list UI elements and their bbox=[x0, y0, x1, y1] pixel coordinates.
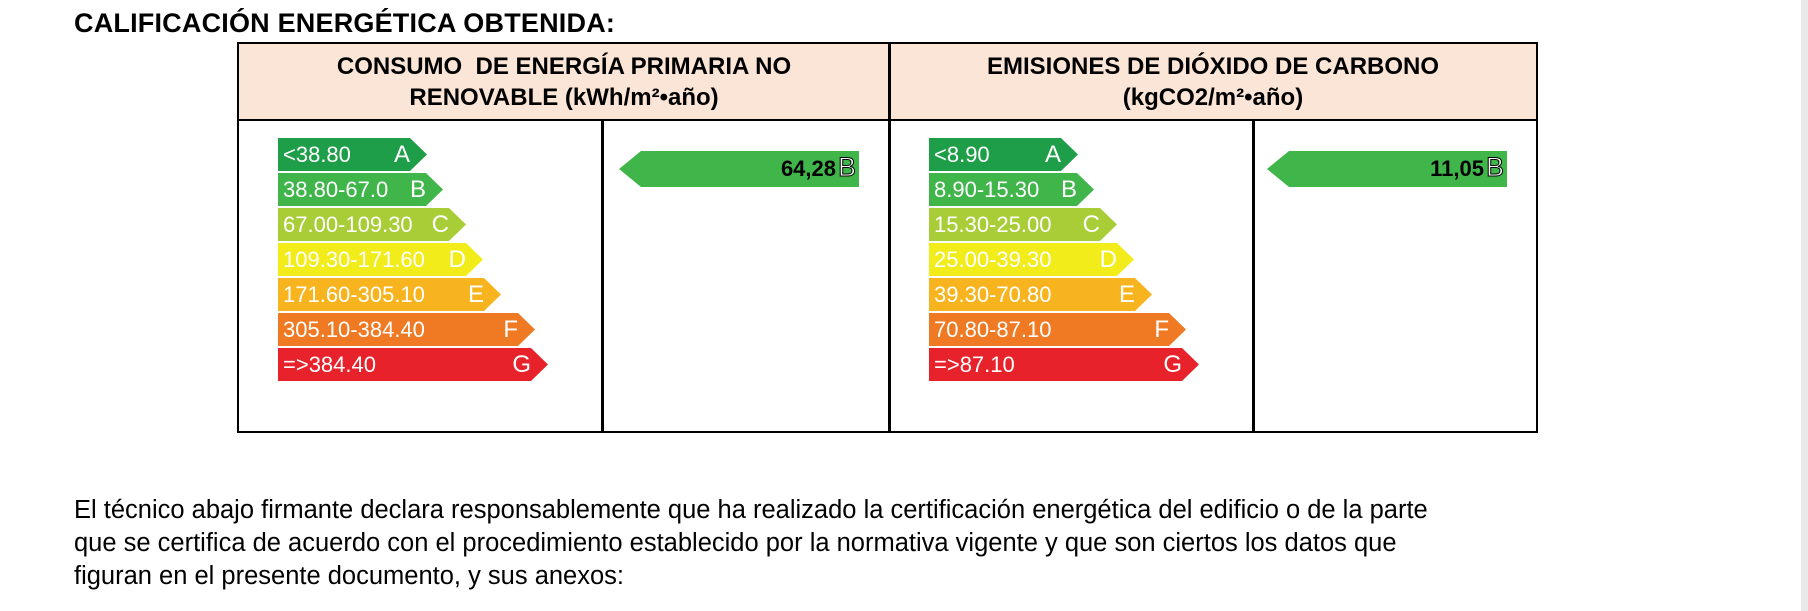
co2-emissions-bar-f: 70.80-87.10 F bbox=[929, 313, 1186, 346]
primary-energy-bar-range: =>384.40 bbox=[283, 352, 376, 377]
primary-energy-header-line1: CONSUMO DE ENERGÍA PRIMARIA NO bbox=[336, 52, 792, 80]
co2-emissions-bar-range: <8.90 bbox=[934, 142, 990, 167]
primary-energy-bar-d: 109.30-171.60 D bbox=[278, 243, 483, 276]
co2-emissions-bar-range: 15.30-25.00 bbox=[934, 212, 1052, 237]
co2-emissions-bar-letter: D bbox=[1099, 246, 1117, 273]
co2-emissions-bar-letter: G bbox=[1163, 351, 1182, 378]
primary-energy-bar-b: 38.80-67.0 B bbox=[278, 173, 443, 206]
co2-emissions-bar-a: <8.90 A bbox=[929, 138, 1078, 171]
vertical-scrollbar[interactable] bbox=[1801, 0, 1808, 611]
co2-emissions-bar-c: 15.30-25.00 C bbox=[929, 208, 1117, 241]
primary-energy-bar-a: <38.80 A bbox=[278, 138, 427, 171]
primary-energy-result-cell: 64,28 B bbox=[604, 121, 888, 431]
co2-emissions-bar-range: 70.80-87.10 bbox=[934, 317, 1052, 342]
co2-emissions-bar-e: 39.30-70.80 E bbox=[929, 278, 1152, 311]
column-divider-co2-scale bbox=[1252, 121, 1255, 431]
primary-energy-header-line2: RENOVABLE (kWh/m²•año) bbox=[409, 83, 719, 111]
primary-energy-result-letter: B bbox=[837, 152, 856, 183]
primary-energy-bar-g: =>384.40 G bbox=[278, 348, 548, 381]
co2-emissions-bar-range: 8.90-15.30 bbox=[934, 177, 1040, 202]
primary-energy-bar-letter: B bbox=[409, 176, 426, 203]
primary-energy-bar-range: 171.60-305.10 bbox=[283, 282, 425, 307]
co2-emissions-header-line1: EMISIONES DE DIÓXIDO DE CARBONO bbox=[986, 52, 1440, 80]
primary-energy-bar-range: 305.10-384.40 bbox=[283, 317, 425, 342]
co2-emissions-result-value: 11,05 bbox=[1430, 156, 1484, 181]
primary-energy-bar-letter: A bbox=[393, 141, 410, 168]
energy-rating-table: CONSUMO DE ENERGÍA PRIMARIA NO RENOVABLE… bbox=[237, 42, 1538, 433]
co2-emissions-result-letter: B bbox=[1485, 152, 1504, 183]
column-divider-middle bbox=[888, 44, 891, 431]
primary-energy-bar-range: 38.80-67.0 bbox=[283, 177, 389, 202]
declaration-line2: que se certifica de acuerdo con el proce… bbox=[74, 529, 1397, 557]
primary-energy-result-value: 64,28 bbox=[780, 156, 836, 181]
co2-emissions-scale: <8.90 A 8.90-15.30 B 15.30-25.00 C 25.00-39.30… bbox=[890, 121, 1252, 431]
co2-emissions-bar-range: 39.30-70.80 bbox=[934, 282, 1052, 307]
co2-emissions-bar-letter: A bbox=[1044, 141, 1061, 168]
primary-energy-bar-c: 67.00-109.30 C bbox=[278, 208, 466, 241]
primary-energy-result-arrow bbox=[619, 151, 859, 187]
primary-energy-bar-f: 305.10-384.40 F bbox=[278, 313, 535, 346]
primary-energy-bar-e: 171.60-305.10 E bbox=[278, 278, 501, 311]
co2-emissions-bar-range: 25.00-39.30 bbox=[934, 247, 1052, 272]
co2-emissions-bar-letter: E bbox=[1118, 281, 1135, 308]
column-divider-primary-scale bbox=[601, 121, 604, 431]
primary-energy-bar-letter: E bbox=[467, 281, 484, 308]
declaration-line3: figuran en el presente documento, y sus … bbox=[74, 562, 625, 590]
co2-emissions-bar-letter: B bbox=[1060, 176, 1077, 203]
primary-energy-bar-letter: G bbox=[512, 351, 531, 378]
co2-emissions-bar-g: =>87.10 G bbox=[929, 348, 1199, 381]
primary-energy-bar-letter: D bbox=[448, 246, 466, 273]
primary-energy-bar-range: 109.30-171.60 bbox=[283, 247, 425, 272]
co2-emissions-bar-d: 25.00-39.30 D bbox=[929, 243, 1134, 276]
co2-emissions-header-line2: (kgCO2/m²•año) bbox=[1122, 83, 1304, 111]
co2-emissions-bar-letter: C bbox=[1082, 211, 1100, 238]
co2-emissions-bar-b: 8.90-15.30 B bbox=[929, 173, 1094, 206]
declaration-text: El técnico abajo firmante declara respon… bbox=[74, 494, 1774, 593]
co2-emissions-result-arrow bbox=[1267, 151, 1507, 187]
co2-emissions-header: EMISIONES DE DIÓXIDO DE CARBONO (kgCO2/m… bbox=[890, 44, 1536, 119]
co2-emissions-result-cell: 11,05 B bbox=[1255, 121, 1538, 431]
table-header-row: CONSUMO DE ENERGÍA PRIMARIA NO RENOVABLE… bbox=[239, 44, 1536, 121]
primary-energy-scale: <38.80 A 38.80-67.0 B 67.00-109.30 C 109.30-17… bbox=[239, 121, 601, 431]
primary-energy-header: CONSUMO DE ENERGÍA PRIMARIA NO RENOVABLE… bbox=[239, 44, 889, 119]
primary-energy-bar-range: <38.80 bbox=[283, 142, 351, 167]
page-title: CALIFICACIÓN ENERGÉTICA OBTENIDA: bbox=[74, 8, 616, 38]
declaration-line1: El técnico abajo firmante declara respon… bbox=[74, 496, 1428, 524]
co2-emissions-bar-range: =>87.10 bbox=[934, 352, 1015, 377]
primary-energy-bar-letter: F bbox=[503, 316, 518, 343]
primary-energy-bar-range: 67.00-109.30 bbox=[283, 212, 413, 237]
co2-emissions-bar-letter: F bbox=[1154, 316, 1169, 343]
primary-energy-bar-letter: C bbox=[431, 211, 449, 238]
